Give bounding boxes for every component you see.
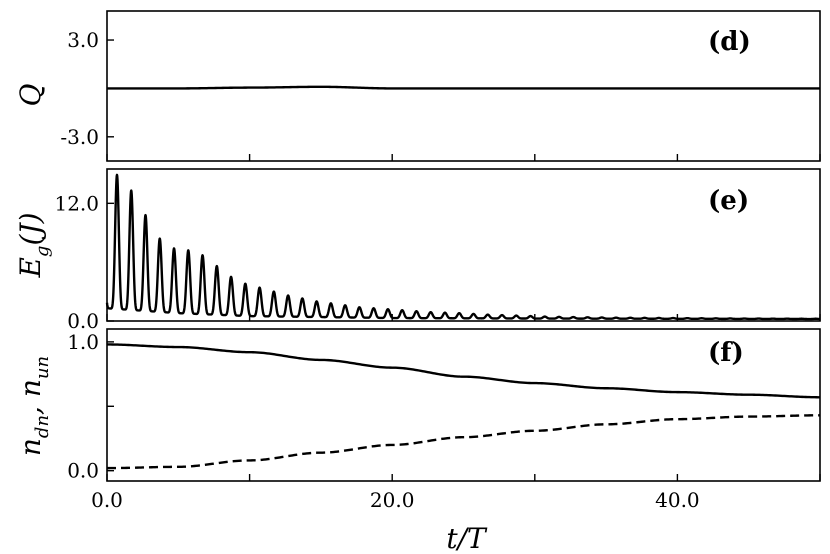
panel-e-frame xyxy=(106,168,821,322)
x-tick-label-2: 20.0 xyxy=(370,488,415,512)
panel-e: 0.0 12.0 (e) Eg(J) xyxy=(14,168,821,333)
panel-d-ylabel: Q xyxy=(14,83,47,106)
panel-f-ytick-label-2: 1.0 xyxy=(67,330,99,354)
panel-f-series-0 xyxy=(107,343,820,399)
panel-d-ytick-label-0: -3.0 xyxy=(60,125,99,149)
panel-e-tag: (e) xyxy=(708,186,749,216)
panel-f-ylabel-b: n xyxy=(14,379,47,397)
panel-e-ylabel-sub: g xyxy=(32,246,53,258)
panel-f-ylabel-b-sub: un xyxy=(32,356,53,379)
panel-d-series-0 xyxy=(107,85,820,90)
panel-f-frame xyxy=(106,328,821,482)
panel-f-ylabel-a: n xyxy=(14,438,47,456)
panel-f-tag: (f) xyxy=(708,338,744,368)
panel-e-ylabel-main: E xyxy=(14,257,47,278)
panel-e-energy-series xyxy=(105,173,821,321)
panel-f: 0.01.0 (f) ndn, nun 0.0 20.0 40.0 t/T xyxy=(14,328,821,554)
panel-d-frame xyxy=(106,10,821,162)
panel-d-ticks: -3.0 3.0 xyxy=(60,28,821,161)
panel-f-lines xyxy=(107,343,820,470)
panel-d-tag: (d) xyxy=(708,27,751,57)
panel-f-series-1 xyxy=(107,414,820,470)
x-tick-label-4: 40.0 xyxy=(655,488,700,512)
panel-f-ylabel-sep: , xyxy=(14,397,47,415)
panel-f-ylabel-a-sub: dn xyxy=(32,415,53,438)
panel-e-ytick-label-1: 12.0 xyxy=(54,191,99,215)
x-axis-label: t/T xyxy=(446,522,488,554)
panel-f-ylabel: ndn, nun xyxy=(14,356,53,456)
panel-f-ytick-label-0: 0.0 xyxy=(67,459,99,483)
panel-d-lines xyxy=(107,85,820,90)
panel-e-ytick-label-0: 0.0 xyxy=(67,309,99,333)
panel-e-ylabel-rest: (J) xyxy=(14,212,47,245)
panel-d-ytick-label-1: 3.0 xyxy=(67,28,99,52)
panel-e-lines xyxy=(105,173,821,321)
x-tick-labels: 0.0 20.0 40.0 xyxy=(91,488,700,512)
panel-d: -3.0 3.0 (d) Q xyxy=(14,10,821,162)
x-tick-label-0: 0.0 xyxy=(91,488,123,512)
panel-f-ticks: 0.0 1.0 xyxy=(67,330,821,483)
panel-e-ylabel: Eg(J) xyxy=(14,212,53,278)
